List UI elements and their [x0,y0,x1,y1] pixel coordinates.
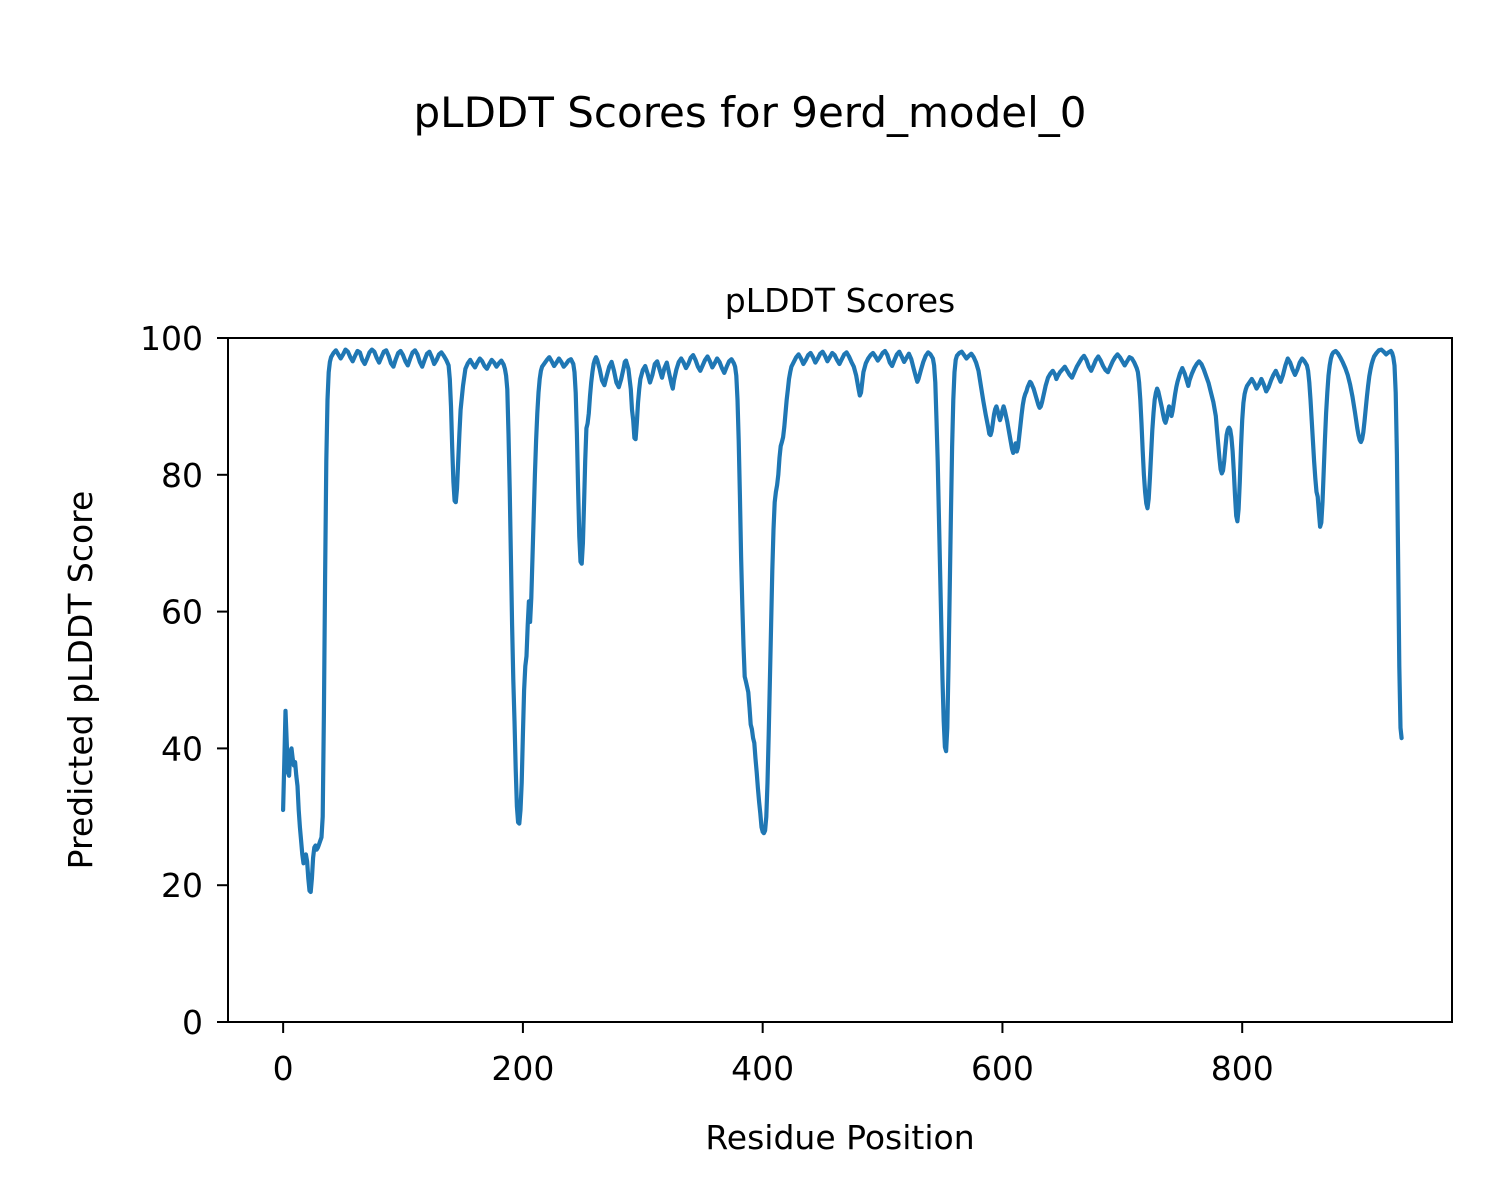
x-tick-label: 800 [1211,1049,1274,1088]
x-tick-label: 0 [273,1049,294,1088]
y-axis-label: Predicted pLDDT Score [61,490,100,870]
x-tick-label: 400 [731,1049,794,1088]
x-axis-label: Residue Position [705,1118,975,1157]
y-tick-label: 20 [161,866,203,905]
y-tick-label: 80 [161,456,203,495]
y-tick-label: 100 [140,319,203,358]
x-tick-label: 200 [491,1049,554,1088]
axes-title: pLDDT Scores [724,281,956,320]
axes-frame [227,337,1453,1023]
y-tick-label: 40 [161,729,203,768]
plddt-line [281,347,1404,895]
y-tick-label: 60 [161,593,203,632]
y-tick-label: 0 [182,1003,203,1042]
figure-title: pLDDT Scores for 9erd_model_0 [413,88,1087,137]
x-tick-label: 600 [971,1049,1034,1088]
